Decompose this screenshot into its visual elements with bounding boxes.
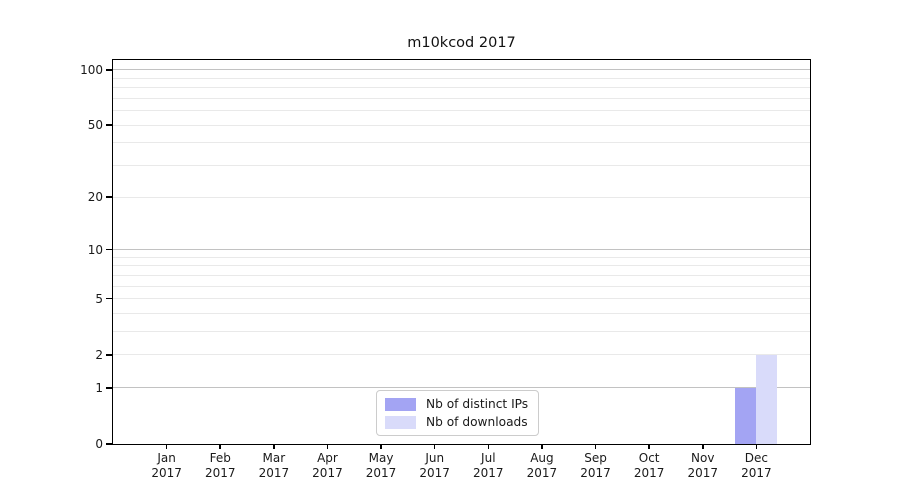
x-tick-mark [165, 444, 168, 449]
x-tick-month: Dec [744, 451, 768, 465]
bar-downloads [756, 354, 778, 444]
y-gridline-major [113, 69, 810, 71]
x-tick-year: 2017 [312, 466, 343, 480]
x-tick-year: 2017 [365, 466, 397, 480]
y-gridline-minor [113, 256, 810, 258]
x-tick-label: Jan 2017 [135, 451, 199, 481]
y-tick-label: 1 [95, 380, 103, 395]
x-tick-year: 2017 [633, 466, 665, 480]
y-gridline-minor [113, 110, 810, 112]
x-tick-year: 2017 [151, 466, 182, 480]
y-gridline-minor [113, 97, 810, 99]
x-tick-year: 2017 [687, 466, 719, 480]
x-tick-month: Jan [157, 451, 176, 465]
y-tick-label: 10 [87, 242, 103, 257]
y-tick-mark [105, 248, 112, 251]
x-tick-month: Jul [481, 451, 496, 465]
legend-item-downloads: Nb of downloads [385, 415, 528, 429]
x-tick-month: May [368, 451, 394, 465]
x-tick-label: Apr 2017 [295, 451, 359, 481]
y-tick-label: 2 [95, 347, 103, 362]
legend-label-downloads: Nb of downloads [426, 415, 528, 429]
y-tick-mark [105, 69, 112, 71]
x-tick-mark [541, 444, 543, 449]
legend-swatch-distinct-ips [385, 397, 416, 411]
y-gridline-minor [113, 354, 810, 356]
x-tick-mark [755, 444, 758, 449]
x-tick-mark [380, 444, 382, 449]
x-tick-month: Aug [530, 451, 554, 465]
x-tick-label: Dec 2017 [724, 451, 788, 481]
x-tick-year: 2017 [204, 466, 236, 480]
x-tick-label: Jul 2017 [456, 451, 520, 481]
y-gridline-minor [113, 142, 810, 144]
chart-title: m10kcod 2017 [407, 35, 516, 51]
y-gridline-minor [113, 265, 810, 267]
y-tick-mark [105, 297, 112, 300]
y-tick-mark [105, 196, 112, 198]
y-gridline-minor [113, 196, 810, 198]
x-tick-label: May 2017 [349, 451, 413, 481]
y-gridline-minor [113, 165, 810, 167]
legend-item-distinct-ips: Nb of distinct IPs [385, 397, 528, 411]
x-tick-mark [433, 444, 436, 449]
x-tick-month: Mar [262, 451, 286, 465]
x-tick-mark [702, 444, 704, 449]
plot-area [112, 59, 811, 445]
y-tick-label: 5 [95, 291, 103, 306]
y-tick-mark [105, 354, 112, 356]
x-tick-month: Feb [209, 451, 231, 465]
y-tick-mark [105, 387, 112, 389]
x-tick-label: Feb 2017 [188, 451, 252, 481]
legend: Nb of distinct IPs Nb of downloads [376, 390, 540, 436]
y-gridline-minor [113, 274, 810, 276]
y-gridline-minor [113, 285, 810, 287]
legend-label-distinct-ips: Nb of distinct IPs [426, 397, 529, 411]
y-gridline-minor [113, 87, 810, 89]
x-tick-year: 2017 [741, 466, 772, 480]
y-gridline-minor [113, 124, 810, 126]
x-tick-label: Nov 2017 [671, 451, 735, 481]
x-tick-month: Nov [691, 451, 715, 465]
y-tick-label: 0 [95, 437, 103, 451]
x-tick-year: 2017 [473, 466, 504, 480]
y-gridline-major [113, 249, 810, 251]
x-tick-label: Jun 2017 [403, 451, 467, 481]
x-tick-month: Jun [425, 451, 445, 465]
y-gridline-minor [113, 331, 810, 333]
x-tick-month: Oct [638, 451, 660, 465]
y-tick-mark [105, 124, 112, 126]
x-tick-month: Sep [584, 451, 607, 465]
y-gridline-minor [113, 77, 810, 79]
x-tick-year: 2017 [258, 466, 290, 480]
bar-distinct-ips [735, 387, 757, 444]
x-tick-mark [594, 444, 597, 449]
y-gridline-major [113, 387, 810, 389]
x-tick-month: Apr [317, 451, 338, 465]
y-tick-label: 50 [87, 118, 103, 133]
x-tick-mark [326, 444, 329, 449]
x-tick-year: 2017 [580, 466, 611, 480]
x-tick-label: Mar 2017 [242, 451, 306, 481]
y-tick-label: 20 [87, 190, 103, 205]
x-tick-mark [487, 444, 490, 449]
y-gridline-minor [113, 298, 810, 300]
y-gridline-minor [113, 313, 810, 314]
y-tick-mark [105, 443, 112, 445]
x-tick-mark [273, 444, 275, 449]
x-tick-year: 2017 [526, 466, 558, 480]
legend-swatch-downloads [385, 415, 416, 429]
x-tick-mark [648, 444, 650, 449]
x-tick-mark [219, 444, 221, 449]
y-tick-label: 100 [80, 62, 103, 77]
x-tick-label: Aug 2017 [510, 451, 574, 481]
x-tick-label: Oct 2017 [617, 451, 681, 481]
x-tick-year: 2017 [419, 466, 450, 480]
x-tick-label: Sep 2017 [564, 451, 628, 481]
